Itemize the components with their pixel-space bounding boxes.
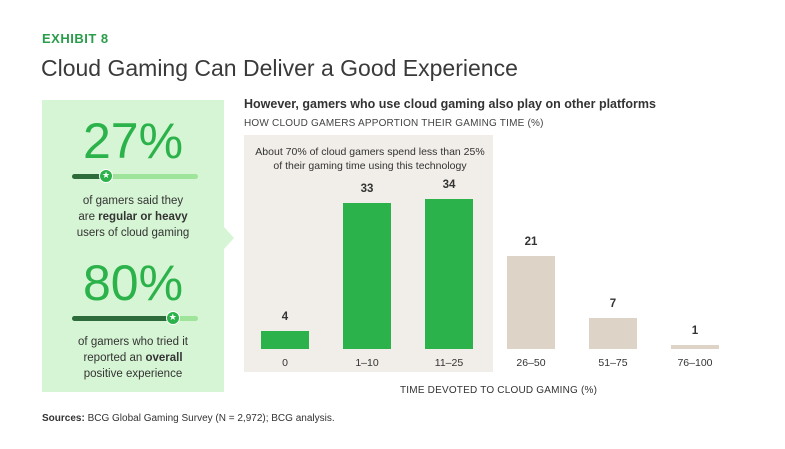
stat-80-slider: ★ xyxy=(72,311,198,325)
stat-80-description: of gamers who tried it reported an overa… xyxy=(42,334,224,382)
stat-27-value: 27% xyxy=(82,113,184,169)
chart-subtitle: HOW CLOUD GAMERS APPORTION THEIR GAMING … xyxy=(244,118,544,129)
star-icon: ★ xyxy=(165,311,180,325)
x-tick-label-4: 51–75 xyxy=(598,357,628,369)
x-tick-label-0: 0 xyxy=(282,357,288,369)
stat-27-line2: are regular or heavy xyxy=(78,211,188,223)
bar-3 xyxy=(507,256,555,349)
x-axis-label: TIME DEVOTED TO CLOUD GAMING (%) xyxy=(400,385,598,396)
stats-panel xyxy=(42,100,224,392)
x-tick-label-1: 1–10 xyxy=(355,357,379,369)
exhibit-label: EXHIBIT 8 xyxy=(42,31,109,46)
bar-1 xyxy=(343,203,391,349)
annotation-text: About 70% of cloud gamers spend less tha… xyxy=(255,146,485,172)
stat-27-description: of gamers said they are regular or heavy… xyxy=(42,193,224,241)
chart-title: However, gamers who use cloud gaming als… xyxy=(244,97,656,111)
x-tick-label-5: 76–100 xyxy=(677,357,713,369)
bar-value-label-5: 1 xyxy=(691,324,699,337)
bar-value-label-1: 33 xyxy=(360,183,374,196)
sources-note: Sources: BCG Global Gaming Survey (N = 2… xyxy=(42,413,335,424)
stat-27-slider: ★ xyxy=(72,169,198,183)
x-tick-label-3: 26–50 xyxy=(516,357,546,369)
stat-80-slider-fill xyxy=(72,316,173,321)
stat-80-line1: of gamers who tried it xyxy=(78,336,188,348)
stat-80-line3: positive experience xyxy=(83,368,183,380)
bar-5 xyxy=(671,344,719,349)
bar-value-label-3: 21 xyxy=(524,236,538,249)
panel-pointer xyxy=(224,227,234,249)
stat-27-line1: of gamers said they xyxy=(82,195,184,207)
stat-27-line3: users of cloud gaming xyxy=(76,227,190,239)
bar-4 xyxy=(589,318,637,349)
x-tick-label-2: 11–25 xyxy=(434,357,464,369)
star-icon: ★ xyxy=(99,169,114,183)
stat-27-slider-fill xyxy=(72,174,107,179)
bar-value-label-0: 4 xyxy=(281,311,289,324)
stat-80-value: 80% xyxy=(82,255,184,311)
bar-0 xyxy=(261,331,309,349)
page-title: Cloud Gaming Can Deliver a Good Experien… xyxy=(41,55,518,81)
stat-80-line2: reported an overall xyxy=(83,352,183,364)
bar-value-label-2: 34 xyxy=(442,179,456,191)
bar-2 xyxy=(425,199,473,349)
bar-value-label-4: 7 xyxy=(609,298,617,311)
